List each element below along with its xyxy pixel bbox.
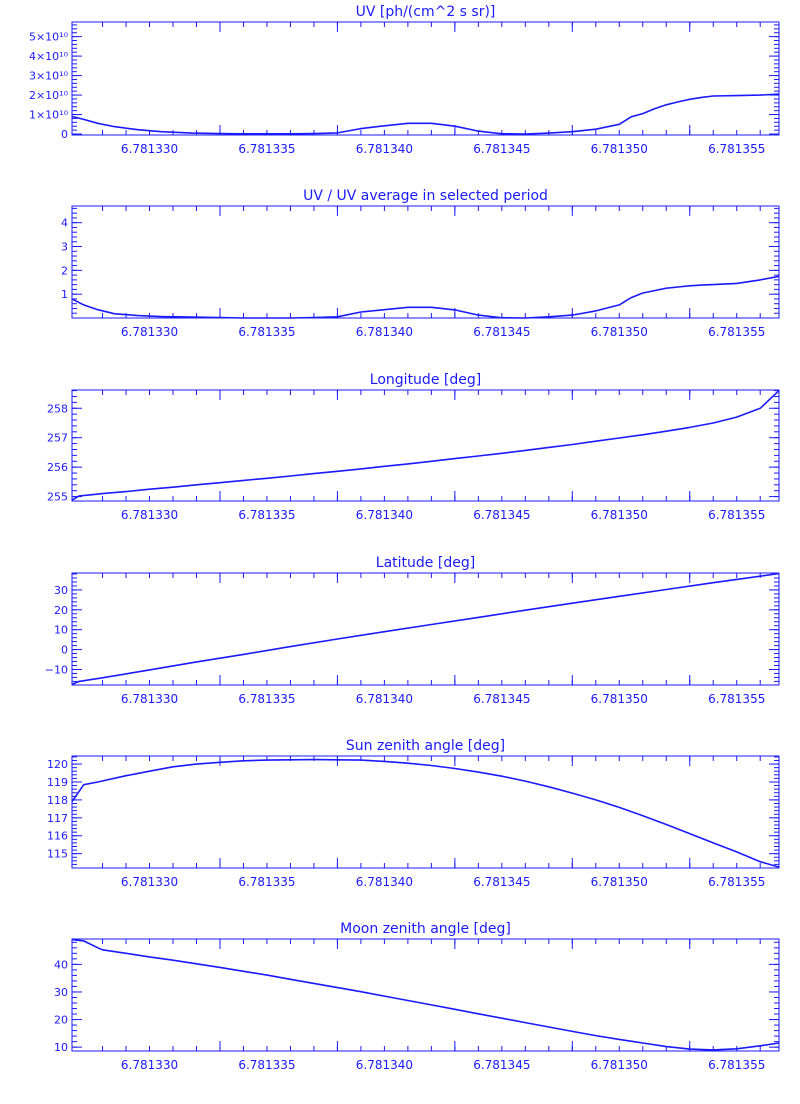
y-tick-label: 10 [54,1041,68,1054]
x-tick-label: 6.781345 [473,875,530,889]
y-tick-label: 257 [47,432,68,445]
data-series-line [71,758,780,868]
data-series-line [71,572,780,686]
y-tick-label: 0 [61,644,68,657]
y-tick-label: 3×10¹⁰ [29,70,69,83]
x-tick-label: 6.781335 [238,1058,295,1072]
x-tick-label: 6.781340 [356,508,413,522]
y-tick-label: 115 [47,848,68,861]
chart-panel-4: Latitude [deg] 6.781330 6.781335 6.781340 6.… [45,555,780,706]
data-series-line [71,938,780,1051]
y-tick-label: 30 [54,986,68,999]
y-tick-label: 3 [61,241,68,254]
x-tick-label: 6.781350 [591,508,648,522]
x-tick-label: 6.781355 [708,875,765,889]
y-tick-label: 255 [47,491,68,504]
chart-title: Sun zenith angle [deg] [346,738,505,754]
y-tick-label: 258 [47,402,68,415]
data-series-line [71,275,780,319]
x-tick-label: 6.781340 [356,875,413,889]
y-tick-label: 4×10¹⁰ [29,50,69,63]
x-tick-label: 6.781340 [356,325,413,339]
y-tick-label: 117 [47,812,68,825]
x-tick-label: 6.781335 [238,142,295,156]
y-tick-label: 20 [54,1014,68,1027]
plot-frame [71,755,780,869]
chart-panel-3: Longitude [deg] 6.781330 6.781335 6.781340 6… [47,372,780,522]
y-tick-label: 2×10¹⁰ [29,89,69,102]
y-tick-label: 30 [54,584,68,597]
x-tick-label: 6.781340 [356,1058,413,1072]
y-tick-label: 5×10¹⁰ [29,31,69,44]
x-tick-label: 6.781355 [708,1058,765,1072]
x-tick-label: 6.781330 [121,325,178,339]
plot-frame [71,205,780,319]
chart-title: UV [ph/(cm^2 s sr)] [356,4,496,20]
x-tick-label: 6.781355 [708,508,765,522]
chart-title: Longitude [deg] [370,372,481,388]
x-tick-label: 6.781345 [473,692,530,706]
plot-frame [71,572,780,686]
y-tick-label: 10 [54,624,68,637]
y-tick-label: 2 [61,264,68,277]
x-tick-label: 6.781330 [121,875,178,889]
x-tick-label: 6.781345 [473,1058,530,1072]
x-tick-label: 6.781355 [708,325,765,339]
chart-title: Latitude [deg] [376,555,475,571]
x-tick-label: 6.781355 [708,692,765,706]
x-tick-label: 6.781350 [591,875,648,889]
y-tick-label: 40 [54,958,68,971]
x-tick-label: 6.781355 [708,142,765,156]
plot-frame [71,389,780,502]
x-tick-label: 6.781345 [473,142,530,156]
y-tick-label: 118 [47,794,68,807]
x-tick-label: 6.781345 [473,325,530,339]
x-tick-label: 6.781340 [356,142,413,156]
y-tick-label: 20 [54,604,68,617]
plot-frame [71,21,780,136]
x-tick-label: 6.781350 [591,142,648,156]
x-tick-label: 6.781335 [238,875,295,889]
x-tick-label: 6.781330 [121,142,178,156]
chart-title: UV / UV average in selected period [303,188,548,204]
plot-frame [71,938,780,1052]
data-series-line [71,93,780,135]
chart-panel-5: Sun zenith angle [deg] 6.781330 6.781335 6.… [47,738,780,889]
chart-panel-6: Moon zenith angle [deg] 6.781330 6.781335 6… [54,921,780,1072]
y-tick-label: 4 [61,217,68,230]
y-tick-label: 1 [61,288,68,301]
y-tick-label: 1×10¹⁰ [29,109,69,122]
x-tick-label: 6.781350 [591,692,648,706]
x-tick-label: 6.781335 [238,692,295,706]
x-tick-label: 6.781350 [591,325,648,339]
y-tick-label: −10 [45,663,68,676]
y-tick-label: 116 [47,830,68,843]
y-tick-label: 256 [47,461,68,474]
x-tick-label: 6.781345 [473,508,530,522]
x-tick-label: 6.781350 [591,1058,648,1072]
chart-panel-1: UV [ph/(cm^2 s sr)] 6.781330 6.781335 6.781… [29,4,780,156]
chart-panel-2: UV / UV average in selected period 6.7813… [61,188,780,339]
x-tick-label: 6.781330 [121,1058,178,1072]
data-series-line [71,390,780,501]
x-tick-label: 6.781330 [121,692,178,706]
y-tick-label: 119 [47,776,68,789]
x-tick-label: 6.781330 [121,508,178,522]
x-tick-label: 6.781335 [238,508,295,522]
x-tick-label: 6.781340 [356,692,413,706]
y-tick-label: 0 [61,128,68,141]
y-tick-label: 120 [47,758,68,771]
x-tick-label: 6.781335 [238,325,295,339]
chart-title: Moon zenith angle [deg] [340,921,511,937]
